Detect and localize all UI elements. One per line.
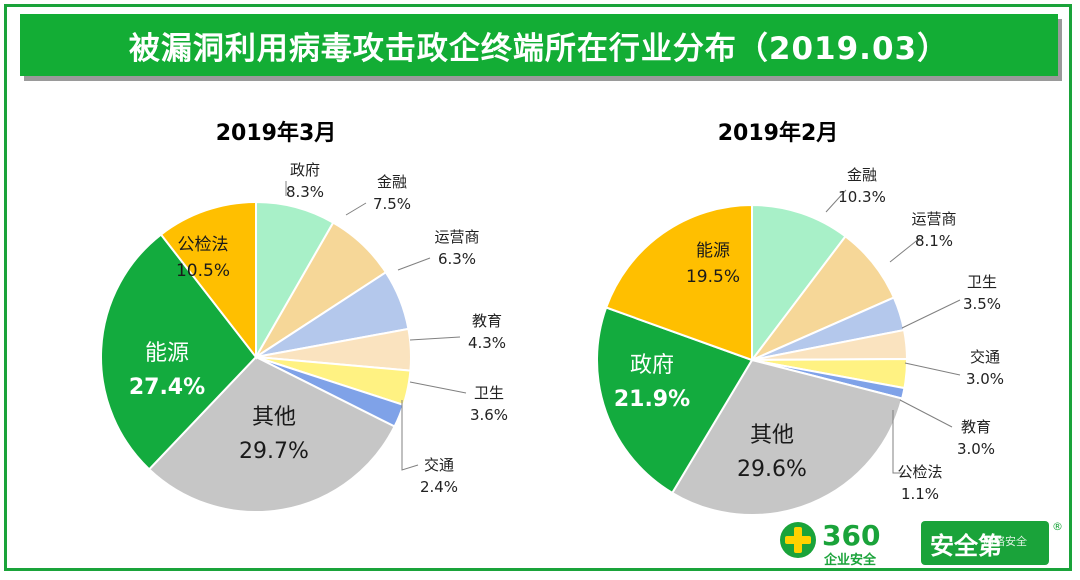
- slice-label: 教育: [961, 418, 991, 436]
- outer-frame: [4, 4, 1072, 571]
- leader-line: [889, 237, 921, 263]
- slice-value-label: 6.3%: [438, 250, 476, 268]
- pie-slice: [100, 233, 258, 471]
- slice-label: 金融: [847, 166, 877, 184]
- slice-value-label: 21.9%: [614, 387, 690, 412]
- slice-label: 运营商: [911, 210, 956, 228]
- slice-value-label: 19.5%: [686, 267, 740, 287]
- leader-line: [345, 202, 367, 216]
- slice-value-label: 29.6%: [737, 457, 807, 482]
- slice-value-label: 10.3%: [838, 188, 886, 206]
- slice-value-label: 3.5%: [963, 295, 1001, 313]
- slice-label: 卫生: [474, 384, 504, 402]
- pie-slice: [604, 203, 753, 362]
- leader-line: [397, 257, 431, 271]
- leader-line: [825, 189, 847, 213]
- slice-value-label: 3.6%: [470, 406, 508, 424]
- watermark-text: 网络安全: [983, 534, 1027, 548]
- slice-value-label: 3.0%: [957, 440, 995, 458]
- registered-mark: ®: [1052, 520, 1063, 533]
- chart-title: 2019年3月: [216, 120, 337, 146]
- leader-line: [901, 299, 961, 329]
- slice-label: 公检法: [178, 235, 229, 255]
- slice-value-label: 27.4%: [129, 375, 205, 400]
- slice-label: 金融: [377, 173, 407, 191]
- brand-logo: 360 企业安全 安全第 网络安全 ®: [778, 518, 1078, 576]
- pie-slice: [159, 200, 257, 360]
- logo-badge: [921, 521, 1049, 565]
- slice-label: 能源: [145, 341, 189, 366]
- chart-title: 2019年2月: [718, 120, 839, 146]
- title-banner: 被漏洞利用病毒攻击政企终端所在行业分布（2019.03）: [20, 14, 1058, 76]
- leader-line: [409, 381, 467, 394]
- logo-number: 360: [822, 519, 880, 552]
- logo-subtitle: 企业安全: [823, 552, 877, 568]
- slice-value-label: 3.0%: [966, 370, 1004, 388]
- slice-label: 政府: [630, 353, 674, 378]
- slice-value-label: 8.3%: [286, 183, 324, 201]
- leader-line: [904, 362, 961, 376]
- slice-value-label: 1.1%: [901, 485, 939, 503]
- slice-value-label: 8.1%: [915, 232, 953, 250]
- slice-label: 其他: [750, 423, 794, 448]
- slice-label: 交通: [424, 456, 454, 474]
- slice-value-label: 2.4%: [420, 478, 458, 496]
- slice-label: 教育: [472, 312, 502, 330]
- slice-label: 交通: [970, 348, 1000, 366]
- slice-value-label: 7.5%: [373, 195, 411, 213]
- leader-line: [401, 400, 419, 471]
- slice-value-label: 4.3%: [468, 334, 506, 352]
- slice-label: 政府: [290, 161, 320, 179]
- slice-label: 卫生: [967, 273, 997, 291]
- slice-value-label: 10.5%: [176, 261, 230, 281]
- slice-label: 运营商: [434, 228, 479, 246]
- pie-slice: [147, 355, 396, 513]
- page-title: 被漏洞利用病毒攻击政企终端所在行业分布（2019.03）: [128, 30, 950, 67]
- leader-line: [892, 410, 905, 474]
- slice-value-label: 29.7%: [239, 439, 309, 464]
- slice-label: 其他: [252, 405, 296, 430]
- pie-slice: [596, 306, 754, 495]
- leader-line: [409, 336, 461, 341]
- logo-badge-text: 安全第: [930, 532, 1002, 560]
- slice-label: 能源: [696, 241, 730, 261]
- leader-line: [899, 399, 953, 428]
- pie-slice: [751, 203, 847, 363]
- slice-label: 公检法: [897, 463, 942, 481]
